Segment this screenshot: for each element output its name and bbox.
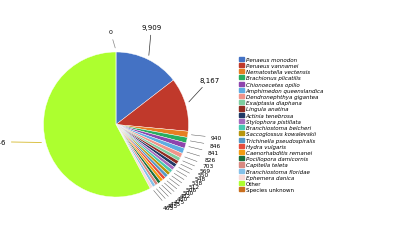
Text: 506: 506: [172, 176, 197, 192]
Wedge shape: [116, 125, 174, 170]
Wedge shape: [116, 125, 153, 189]
Text: 846: 846: [190, 141, 220, 148]
Text: 512: 512: [174, 174, 200, 189]
Text: 480: 480: [164, 183, 188, 201]
Text: 9,909: 9,909: [141, 24, 162, 56]
Wedge shape: [116, 125, 187, 144]
Wedge shape: [116, 125, 158, 186]
Text: 39,446: 39,446: [0, 139, 42, 145]
Wedge shape: [116, 125, 186, 149]
Wedge shape: [116, 125, 182, 158]
Text: 940: 940: [191, 135, 222, 140]
Text: 841: 841: [189, 147, 219, 155]
Text: 475: 475: [162, 185, 184, 204]
Wedge shape: [116, 53, 173, 125]
Text: 538: 538: [176, 171, 203, 186]
Wedge shape: [116, 125, 179, 164]
Text: 500: 500: [170, 179, 194, 196]
Wedge shape: [116, 81, 188, 132]
Text: 550: 550: [181, 164, 209, 178]
Text: 826: 826: [187, 152, 216, 162]
Text: 475: 475: [159, 187, 181, 206]
Wedge shape: [116, 125, 168, 178]
Text: 8,167: 8,167: [189, 77, 220, 102]
Wedge shape: [116, 125, 156, 187]
Wedge shape: [116, 125, 177, 168]
Wedge shape: [44, 53, 150, 197]
Wedge shape: [116, 125, 188, 138]
Wedge shape: [116, 125, 180, 162]
Text: 0: 0: [108, 30, 115, 49]
Text: 463: 463: [156, 189, 178, 208]
Wedge shape: [116, 125, 166, 180]
Wedge shape: [116, 125, 163, 182]
Text: 569: 569: [183, 161, 211, 173]
Text: 482: 482: [167, 181, 191, 198]
Text: 703: 703: [185, 157, 214, 168]
Text: 548: 548: [179, 168, 206, 182]
Legend: Penaeus monodon, Penaeus vannamei, Nematostella vectensis, Brachionus plicatilis: Penaeus monodon, Penaeus vannamei, Nemat…: [240, 58, 324, 192]
Wedge shape: [116, 125, 184, 154]
Text: 463: 463: [154, 191, 174, 210]
Wedge shape: [116, 125, 172, 173]
Wedge shape: [116, 125, 170, 176]
Wedge shape: [116, 125, 161, 184]
